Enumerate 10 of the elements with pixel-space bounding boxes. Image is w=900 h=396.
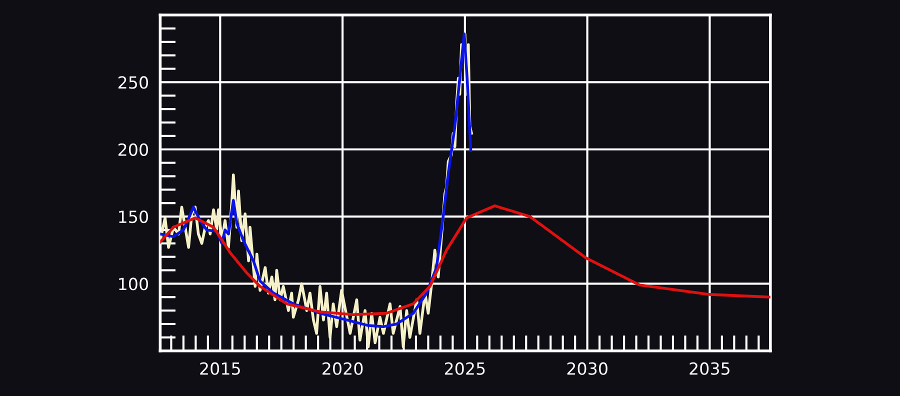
line-series bbox=[160, 204, 770, 316]
x-tick-label: 2015 bbox=[200, 362, 240, 375]
y-tick-label: 250 bbox=[118, 76, 148, 89]
y-tick-label: 100 bbox=[119, 278, 148, 290]
x-tick-label: 2025 bbox=[444, 362, 485, 375]
x-tick-label: 2035 bbox=[690, 362, 730, 375]
x-tick-label: 2020 bbox=[322, 362, 363, 375]
y-tick-label: 150 bbox=[119, 210, 148, 224]
y-tick-label: 200 bbox=[118, 143, 148, 156]
x-tick-label: 2030 bbox=[567, 362, 608, 375]
